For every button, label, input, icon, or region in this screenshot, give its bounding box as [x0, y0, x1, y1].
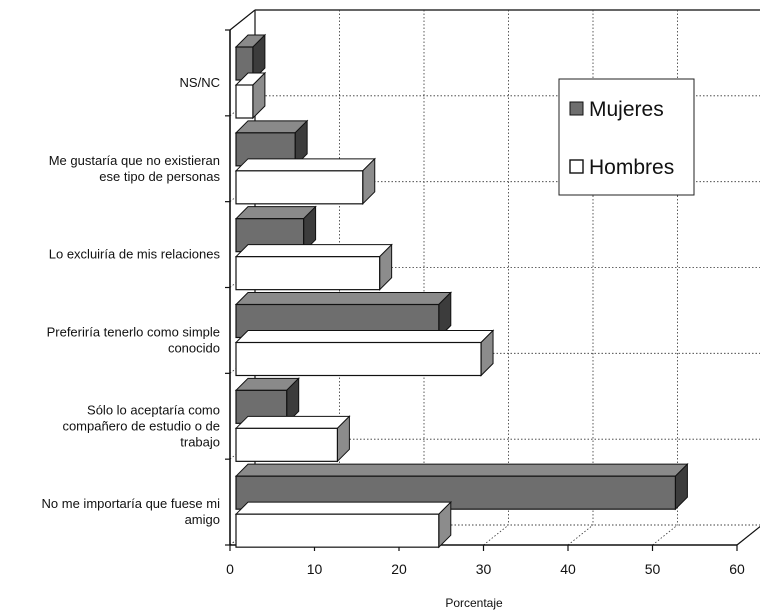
category-label: Me gustaría que no existieran [49, 153, 220, 168]
y-axis-top-edge [229, 9, 256, 31]
category-label: No me importaría que fuese mi [42, 496, 221, 511]
gridline-floor [483, 524, 509, 546]
gridline-floor [652, 524, 678, 546]
bar-mujeres [234, 33, 267, 82]
legend: Mujeres Hombres [558, 78, 695, 196]
bar-hombres [234, 243, 393, 291]
bar-hombres [234, 329, 495, 377]
category-label: compañero de estudio o de [62, 418, 220, 433]
bar-hombres-top [234, 158, 376, 172]
bar-hombres-top [234, 244, 393, 258]
category-label: Preferiría tenerlo como simple [47, 324, 220, 339]
x-tick-label: 20 [391, 561, 407, 577]
category-label: Sólo lo aceptaría como [87, 402, 220, 417]
category-label: trabajo [180, 434, 220, 449]
bar-hombres-front [235, 341, 482, 377]
category-label: Lo excluiría de mis relaciones [49, 247, 221, 262]
x-tick-labels: 0 10 20 30 40 50 60 [226, 561, 745, 577]
category-label: amigo [185, 512, 220, 527]
legend-box [558, 78, 695, 196]
category-label: ese tipo de personas [99, 169, 220, 184]
x-axis-title: Porcentaje [445, 596, 503, 610]
bar-hombres-top [234, 330, 495, 343]
x-axis-end-edge [736, 525, 760, 546]
x-tick-label: 0 [226, 561, 234, 577]
legend-swatch-mujeres [569, 101, 584, 116]
bar-hombres-top [234, 415, 351, 429]
legend-label-mujeres: Mujeres [589, 98, 664, 121]
category-label: NS/NC [180, 75, 220, 90]
bar-hombres-front [235, 513, 440, 548]
legend-swatch-hombres [569, 159, 584, 174]
x-tick-label: 50 [645, 561, 661, 577]
legend-label-hombres: Hombres [589, 156, 674, 179]
x-tick-label: 60 [729, 561, 745, 577]
bar-hombres [234, 157, 376, 206]
bar-mujeres-top [234, 463, 689, 477]
bar-hombres-front [235, 170, 364, 205]
bar-hombres-front [235, 256, 381, 291]
x-tick-label: 30 [476, 561, 492, 577]
bar-hombres-front [235, 84, 254, 119]
gridline-floor [567, 524, 594, 546]
bar-hombres-front [235, 427, 339, 462]
bar-mujeres-top [234, 206, 317, 220]
bar-hombres [234, 71, 267, 120]
bar-hombres-top [234, 501, 453, 515]
bar-mujeres-top [234, 292, 453, 305]
bar-hombres [234, 415, 351, 463]
category-label: conocido [168, 340, 220, 355]
x-tick-label: 40 [560, 561, 576, 577]
bars [234, 33, 689, 549]
bar-hombres [234, 500, 453, 549]
x-tick-label: 10 [307, 561, 323, 577]
